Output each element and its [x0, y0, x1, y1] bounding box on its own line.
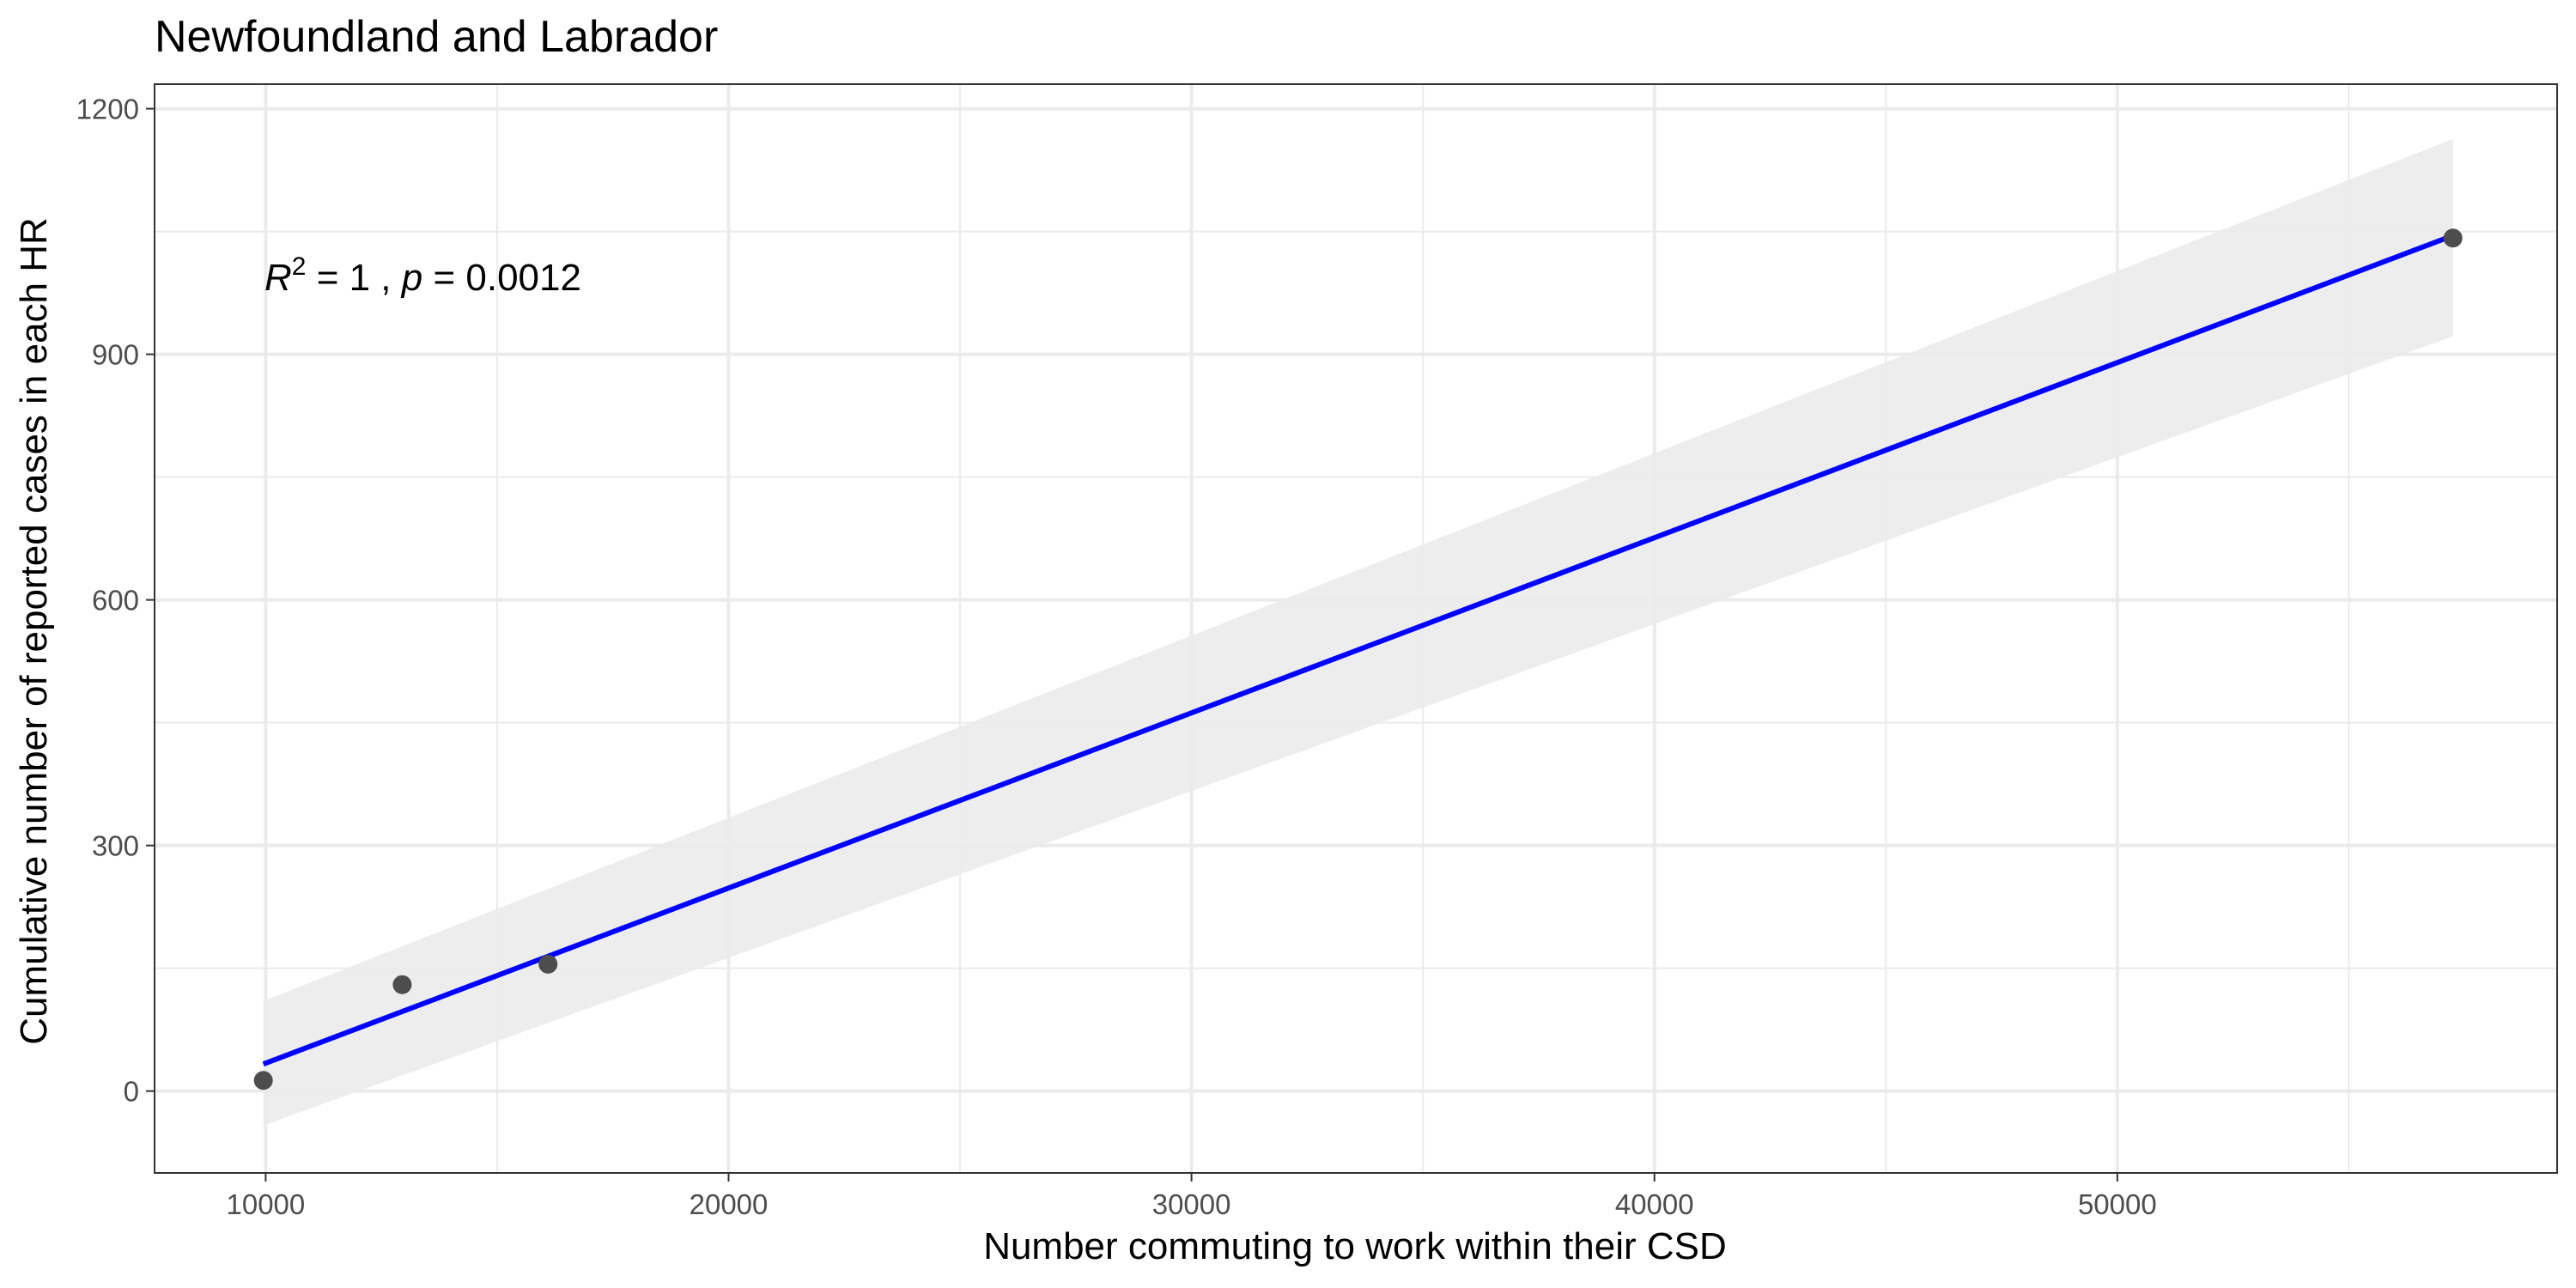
y-tick-label: 0: [124, 1076, 139, 1108]
confidence-band: [263, 138, 2453, 1126]
data-point: [538, 954, 558, 974]
regression-line: [262, 233, 2454, 1067]
panel-border: [154, 83, 2558, 1174]
y-tick-label: 1200: [76, 94, 139, 125]
y-tick-label: 600: [92, 585, 139, 617]
p-symbol: p: [400, 257, 422, 299]
r-exponent: 2: [292, 252, 307, 281]
x-tick-label: 20000: [690, 1188, 769, 1220]
data-point: [253, 1071, 273, 1091]
y-tick-label: 300: [92, 830, 139, 862]
r-value-text: = 1 ,: [306, 257, 401, 299]
x-tick-label: 10000: [227, 1188, 306, 1220]
x-axis-title: Number commuting to work within their CS…: [983, 1225, 1727, 1267]
stats-annotation: R2 = 1 , p = 0.0012: [264, 252, 581, 299]
x-tick-label: 50000: [2078, 1188, 2157, 1220]
data-point: [392, 975, 412, 994]
x-tick-label: 30000: [1152, 1188, 1231, 1220]
y-axis: 0 300 600 900 1200: [76, 94, 155, 1108]
chart-title: Newfoundland and Labrador: [155, 12, 718, 62]
r-symbol: R: [264, 257, 292, 299]
fit-line-group: [262, 233, 2454, 1067]
y-tick-label: 900: [92, 339, 139, 371]
x-axis: 10000 20000 30000 40000 50000: [227, 1173, 2157, 1220]
data-points: [253, 228, 2463, 1091]
ci-band-shape: [263, 138, 2453, 1126]
data-point: [2443, 228, 2463, 248]
x-tick-label: 40000: [1615, 1188, 1694, 1220]
p-value-text: = 0.0012: [422, 257, 581, 299]
y-axis-title: Cumulative number of reported cases in e…: [13, 217, 55, 1045]
